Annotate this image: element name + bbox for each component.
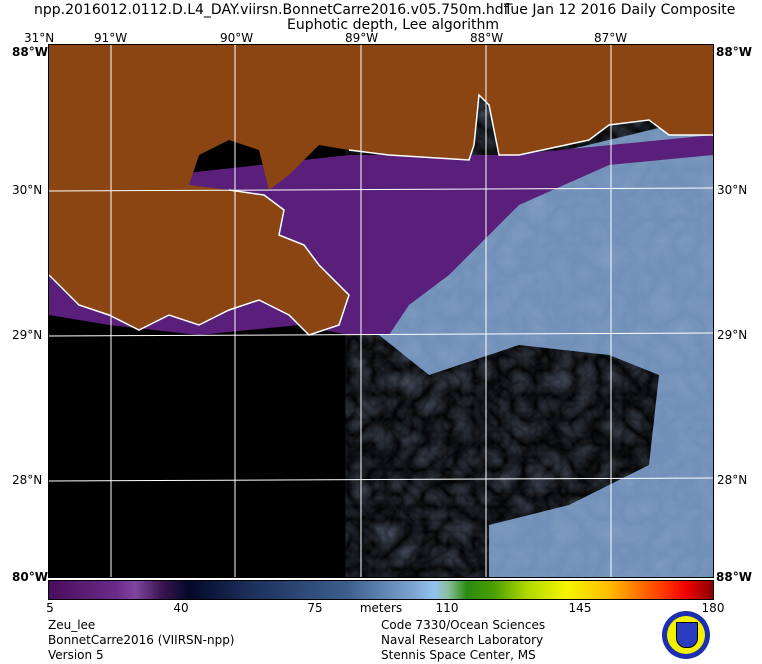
lat-label: 29°N [12, 328, 43, 342]
subtitle: Euphotic depth, Lee algorithm [287, 17, 500, 33]
footer-region: BonnetCarre2016 (VIIRSN-npp) [48, 633, 235, 647]
footer-version: Version 5 [48, 648, 104, 662]
colorbar [48, 580, 714, 600]
satellite-map [48, 44, 714, 578]
colorbar-tick: 40 [173, 601, 189, 615]
lon-label: 91°W [94, 31, 128, 45]
colorbar-tick: 5 [46, 601, 54, 615]
colorbar-tick: 180 [701, 601, 725, 615]
footer-location: Stennis Space Center, MS [381, 648, 536, 662]
land [49, 45, 713, 335]
corner-bottom-right-label: 88°W [716, 570, 752, 584]
footer-org: Code 7330/Ocean Sciences [381, 618, 546, 632]
colorbar-units: meters [359, 601, 403, 615]
colorbar-tick: 75 [307, 601, 323, 615]
lon-label: 89°W [345, 31, 379, 45]
corner-right-label: 88°W [716, 45, 752, 59]
lat-label: 28°N [12, 473, 43, 487]
lat-label-right: 30°N [717, 183, 748, 197]
title-date: Tue Jan 12 2016 Daily Composite [504, 2, 736, 18]
lat-label-top-left: 31°N [24, 31, 55, 45]
lat-label-right: 28°N [717, 473, 748, 487]
lon-label: 90°W [220, 31, 254, 45]
lat-label-right: 29°N [717, 328, 748, 342]
lon-label: 88°W [470, 31, 504, 45]
nrl-logo [662, 611, 710, 659]
lon-label: 87°W [594, 31, 628, 45]
corner-bottom-left-label: 80°W [12, 570, 48, 584]
corner-left-label: 88°W [12, 45, 48, 59]
footer-product: Zeu_lee [48, 618, 96, 632]
colorbar-tick: 110 [435, 601, 459, 615]
colorbar-tick: 145 [568, 601, 592, 615]
lat-label: 30°N [12, 183, 43, 197]
footer-lab: Naval Research Laboratory [381, 633, 544, 647]
title-filename: npp.2016012.0112.D.L4_DAY.viirsn.BonnetC… [34, 2, 509, 18]
